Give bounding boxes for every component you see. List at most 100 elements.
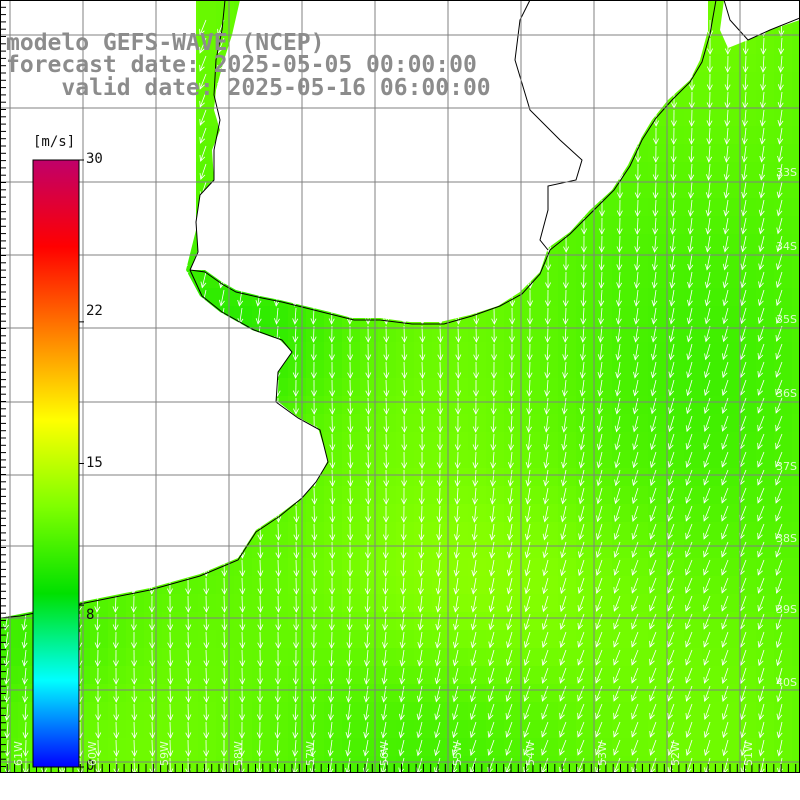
wind-arrow — [274, 721, 281, 739]
wind-cell — [396, 630, 415, 649]
wind-cell — [450, 504, 469, 523]
wind-arrow — [650, 397, 657, 415]
wind-cell — [648, 612, 667, 631]
wind-cell — [558, 720, 577, 739]
wind-arrow — [631, 703, 639, 720]
wind-arrow — [704, 307, 711, 325]
wind-cell — [108, 648, 127, 667]
wind-arrow — [775, 541, 783, 558]
wind-cell — [720, 252, 739, 271]
wind-arrow — [723, 199, 730, 217]
wind-cell — [450, 684, 469, 703]
wind-cell — [774, 396, 793, 415]
wind-cell — [216, 18, 235, 37]
wind-arrow — [721, 397, 729, 414]
wind-arrow — [616, 217, 623, 235]
wind-arrow — [632, 379, 639, 397]
wind-arrow — [311, 577, 318, 595]
wind-cell — [450, 540, 469, 559]
wind-arrow — [757, 487, 765, 504]
wind-cell — [792, 162, 800, 181]
wind-arrow — [688, 163, 695, 181]
wind-arrow — [760, 73, 767, 91]
wind-arrow — [596, 433, 603, 451]
wind-cell — [774, 162, 793, 181]
wind-cell — [774, 702, 793, 721]
forecast-date: forecast date: 2025-05-05 00:00:00 — [6, 52, 477, 78]
wind-arrow — [649, 469, 657, 487]
wind-arrow — [561, 451, 568, 469]
wind-cell — [486, 468, 505, 487]
wind-arrow — [542, 577, 549, 595]
wind-cell — [450, 666, 469, 685]
wind-cell — [432, 666, 451, 685]
wind-cell — [522, 324, 541, 343]
wind-arrow — [509, 307, 516, 325]
wind-arrow — [667, 667, 675, 684]
wind-arrow — [578, 541, 585, 559]
wind-arrow — [454, 487, 461, 505]
wind-cell — [450, 396, 469, 415]
lat-label: 33S — [776, 166, 797, 179]
wind-arrow — [471, 559, 478, 577]
wind-cell — [576, 594, 595, 613]
wind-arrow — [257, 577, 264, 595]
wind-arrow — [329, 379, 336, 397]
wind-arrow — [508, 433, 515, 451]
wind-cell — [450, 594, 469, 613]
wind-arrow — [417, 595, 424, 613]
wind-cell — [468, 540, 487, 559]
wind-arrow — [203, 703, 210, 721]
wind-arrow — [418, 523, 425, 541]
wind-arrow — [649, 541, 657, 558]
wind-arrow — [563, 253, 569, 271]
wind-arrow — [703, 397, 711, 415]
wind-arrow — [721, 703, 729, 721]
wind-arrow — [616, 271, 623, 289]
wind-arrow — [437, 379, 444, 397]
wind-arrow — [417, 667, 423, 685]
wind-cell — [540, 288, 559, 307]
wind-cell — [594, 504, 613, 523]
wind-cell — [306, 324, 325, 343]
wind-arrow — [95, 685, 101, 703]
wind-cell — [0, 666, 19, 685]
wind-arrow — [347, 397, 354, 415]
wind-cell — [792, 144, 800, 163]
wind-arrow — [470, 613, 477, 631]
wind-cell — [792, 432, 800, 451]
wind-cell — [630, 414, 649, 433]
wind-cell — [540, 720, 559, 739]
wind-cell — [648, 594, 667, 613]
wind-cell — [522, 378, 541, 397]
wind-cell — [306, 720, 325, 739]
wind-cell — [342, 414, 361, 433]
wind-cell — [468, 576, 487, 595]
wind-arrow — [577, 577, 585, 595]
wind-cell — [684, 612, 703, 631]
wind-cell — [648, 648, 667, 667]
wind-cell — [522, 360, 541, 379]
wind-cell — [0, 756, 19, 775]
colorbar-tick-22: 22 — [86, 303, 103, 319]
wind-cell — [648, 738, 667, 757]
wind-arrow — [562, 271, 569, 289]
wind-arrow — [595, 559, 603, 577]
wind-cell — [360, 468, 379, 487]
wind-arrow — [577, 559, 585, 577]
wind-cell — [756, 756, 775, 775]
wind-arrow — [598, 289, 605, 307]
wind-cell — [756, 558, 775, 577]
wind-cell — [720, 540, 739, 559]
wind-arrow — [434, 667, 441, 685]
wind-arrow — [488, 613, 495, 631]
wind-cell — [468, 684, 487, 703]
wind-cell — [360, 756, 379, 775]
wind-arrow — [401, 433, 408, 451]
wind-arrow — [758, 271, 765, 289]
wind-arrow — [560, 505, 567, 523]
coastline — [723, 0, 800, 41]
wind-arrow — [418, 487, 425, 505]
wind-cell — [522, 414, 541, 433]
